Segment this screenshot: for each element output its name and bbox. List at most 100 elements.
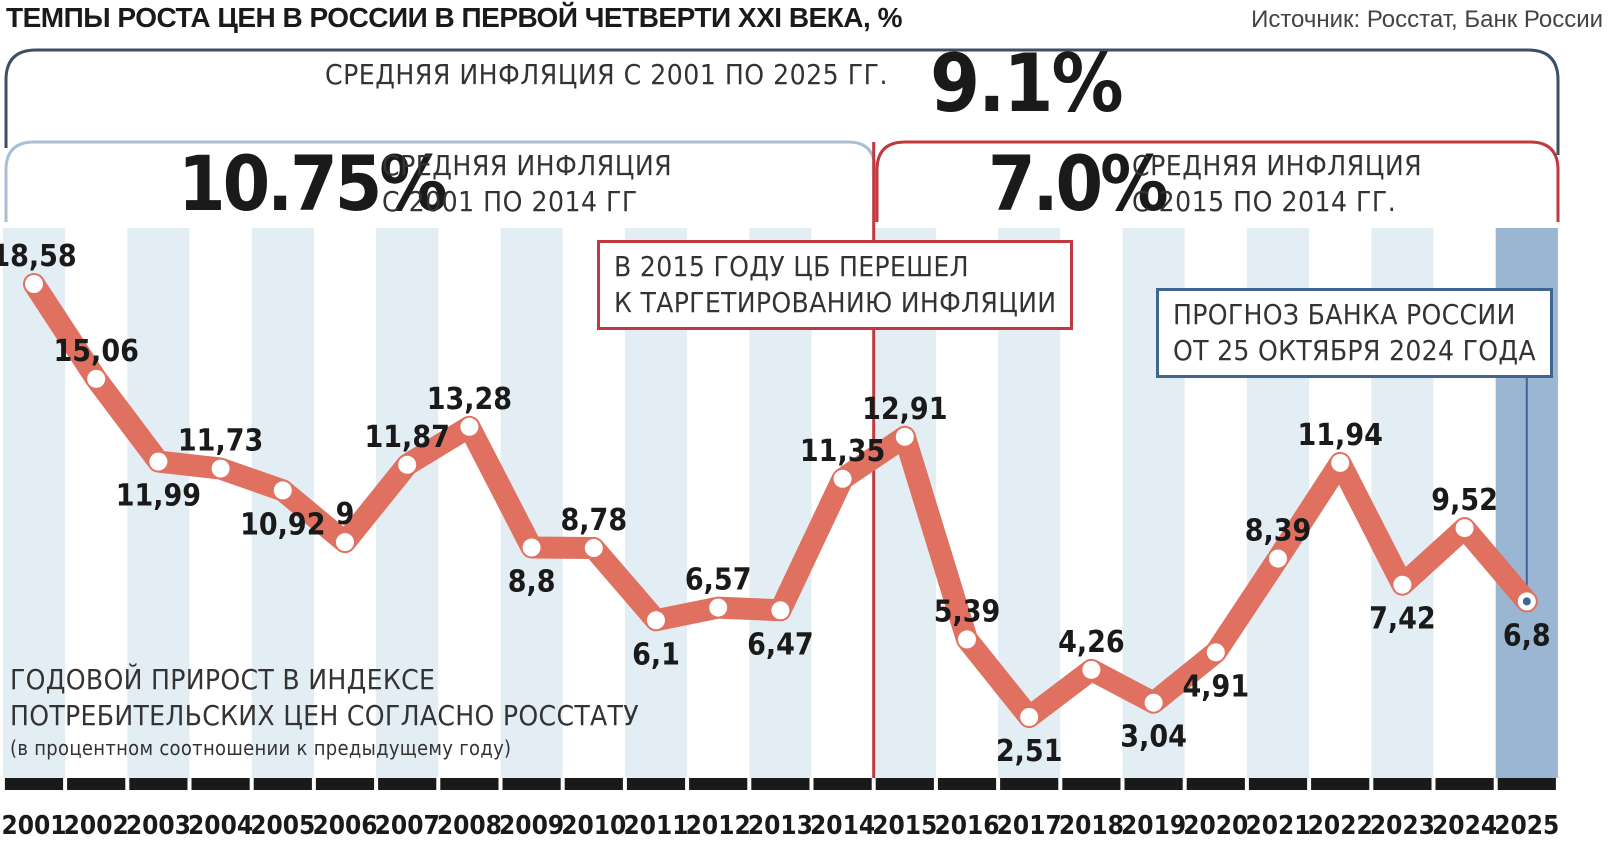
data-point bbox=[87, 369, 106, 388]
period1-label-line1: СРЕДНЯЯ ИНФЛЯЦИЯ bbox=[382, 149, 673, 182]
axis-segment bbox=[440, 778, 499, 790]
axis-segment bbox=[1373, 778, 1432, 790]
x-tick-label: 2015 bbox=[872, 811, 937, 841]
period1-average-label: СРЕДНЯЯ ИНФЛЯЦИЯ С 2001 ПО 2014 ГГ bbox=[382, 148, 672, 220]
axis-segment bbox=[1000, 778, 1059, 790]
x-tick-label: 2018 bbox=[1059, 811, 1124, 841]
data-label: 5,39 bbox=[934, 594, 1001, 629]
axis-segment bbox=[67, 778, 126, 790]
column-stripe bbox=[127, 228, 190, 778]
data-point bbox=[211, 459, 230, 478]
data-label: 8,78 bbox=[561, 503, 628, 538]
data-point bbox=[1144, 693, 1163, 712]
data-label: 11,99 bbox=[116, 479, 201, 514]
axis-segment bbox=[689, 778, 748, 790]
data-label: 4,26 bbox=[1058, 625, 1125, 660]
x-tick-label: 2004 bbox=[188, 811, 253, 841]
axis-segment bbox=[875, 778, 934, 790]
axis-segment bbox=[813, 778, 872, 790]
targeting-callout: В 2015 ГОДУ ЦБ ПЕРЕШЕЛ К ТАРГЕТИРОВАНИЮ … bbox=[597, 240, 1074, 330]
source-note: Источник: Росстат, Банк России bbox=[1251, 6, 1603, 33]
data-point bbox=[895, 427, 914, 446]
data-point bbox=[1020, 708, 1039, 726]
data-label: 15,06 bbox=[54, 334, 139, 369]
data-point bbox=[398, 455, 417, 474]
axis-segment bbox=[191, 778, 250, 790]
period2-label-line2: С 2015 ПО 2014 ГГ. bbox=[1132, 185, 1397, 218]
axis-segment bbox=[1248, 778, 1308, 790]
data-label: 2,51 bbox=[996, 734, 1063, 769]
data-point bbox=[958, 630, 976, 649]
axis-segment bbox=[378, 778, 437, 790]
data-points bbox=[25, 275, 1536, 726]
data-point bbox=[771, 601, 790, 620]
x-tick-label: 2002 bbox=[64, 811, 129, 841]
data-point bbox=[1393, 575, 1412, 594]
x-tick-label: 2014 bbox=[810, 811, 875, 841]
axis-segment bbox=[253, 778, 312, 790]
x-tick-label: 2011 bbox=[623, 811, 688, 841]
overall-average-value: 9.1% bbox=[930, 37, 1124, 130]
forecast-callout-line2: ОТ 25 ОКТЯБРЯ 2024 ГОДА bbox=[1173, 334, 1536, 367]
data-point bbox=[522, 538, 541, 557]
overall-average-label: СРЕДНЯЯ ИНФЛЯЦИЯ С 2001 ПО 2025 ГГ. bbox=[325, 58, 888, 91]
period2-average-label: СРЕДНЯЯ ИНФЛЯЦИЯ С 2015 ПО 2014 ГГ. bbox=[1132, 148, 1422, 220]
x-tick-label: 2017 bbox=[997, 811, 1062, 841]
x-tick-label: 2022 bbox=[1308, 811, 1373, 841]
data-point bbox=[273, 481, 292, 500]
data-point bbox=[1269, 549, 1287, 568]
axis-segment bbox=[502, 778, 561, 790]
axis-segment bbox=[1186, 778, 1245, 790]
x-tick-label: 2023 bbox=[1370, 811, 1435, 841]
x-tick-label: 2008 bbox=[437, 811, 502, 841]
x-tick-label: 2020 bbox=[1183, 811, 1248, 841]
data-label: 13,28 bbox=[427, 382, 512, 417]
data-label: 8,8 bbox=[508, 565, 556, 600]
period1-average-value: 10.75% bbox=[178, 139, 448, 228]
data-point bbox=[1331, 453, 1350, 472]
note-line2: ПОТРЕБИТЕЛЬСКИХ ЦЕН СОГЛАСНО РОССТАТУ bbox=[10, 699, 639, 732]
axis-segment bbox=[1124, 778, 1183, 790]
x-tick-label: 2007 bbox=[375, 811, 440, 841]
x-tick-label: 2006 bbox=[312, 811, 377, 841]
axis-segment bbox=[1062, 778, 1121, 790]
methodology-note: ГОДОВОЙ ПРИРОСТ В ИНДЕКСЕ ПОТРЕБИТЕЛЬСКИ… bbox=[10, 662, 639, 762]
axis-segment bbox=[4, 778, 64, 790]
period2-bracket bbox=[875, 140, 1560, 222]
x-tick-label: 2019 bbox=[1121, 811, 1186, 841]
data-label: 9 bbox=[336, 497, 355, 532]
data-label: 11,94 bbox=[1298, 418, 1383, 453]
x-tick-label: 2003 bbox=[126, 811, 191, 841]
note-line3: (в процентном соотношении к предыдущему … bbox=[10, 736, 512, 760]
x-axis bbox=[4, 778, 1556, 790]
data-point bbox=[1082, 660, 1101, 679]
x-tick-label: 2016 bbox=[934, 811, 999, 841]
data-label: 10,92 bbox=[240, 507, 325, 542]
data-label: 6,1 bbox=[632, 637, 680, 672]
overall-bracket bbox=[4, 48, 1560, 155]
data-label: 4,91 bbox=[1183, 669, 1250, 704]
data-label: 7,42 bbox=[1369, 602, 1436, 637]
data-point bbox=[25, 275, 43, 293]
data-label: 11,73 bbox=[178, 424, 263, 459]
data-label: 12,91 bbox=[862, 392, 947, 427]
axis-segment bbox=[564, 778, 623, 790]
data-point bbox=[149, 452, 168, 471]
data-label: 8,39 bbox=[1245, 514, 1312, 549]
data-point bbox=[709, 598, 728, 617]
data-label: 9,52 bbox=[1431, 483, 1498, 518]
data-point bbox=[1206, 643, 1225, 662]
forecast-callout: ПРОГНОЗ БАНКА РОССИИ ОТ 25 ОКТЯБРЯ 2024 … bbox=[1156, 288, 1553, 378]
data-point bbox=[647, 611, 665, 630]
forecast-callout-line1: ПРОГНОЗ БАНКА РОССИИ bbox=[1173, 298, 1516, 331]
axis-segment bbox=[129, 778, 188, 790]
period2-label-line1: СРЕДНЯЯ ИНФЛЯЦИЯ bbox=[1132, 149, 1423, 182]
data-label: 6,57 bbox=[685, 563, 752, 598]
data-point bbox=[336, 533, 354, 552]
chart-title: ТЕМПЫ РОСТА ЦЕН В РОССИИ В ПЕРВОЙ ЧЕТВЕР… bbox=[6, 2, 902, 33]
data-label: 11,35 bbox=[800, 434, 885, 469]
axis-segment bbox=[1435, 778, 1494, 790]
x-tick-label: 2012 bbox=[686, 811, 751, 841]
x-tick-label: 2024 bbox=[1432, 811, 1497, 841]
